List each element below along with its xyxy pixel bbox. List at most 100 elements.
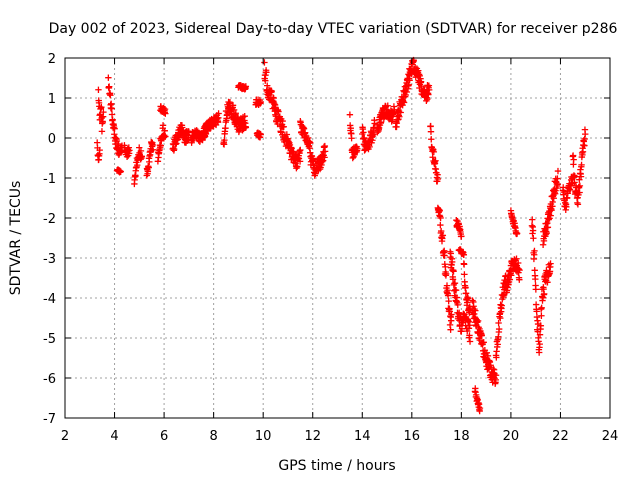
- data-point: [437, 214, 444, 222]
- data-point: [571, 173, 579, 180]
- y-tick-label: -2: [43, 212, 56, 227]
- data-point: [95, 86, 102, 93]
- data-point: [531, 247, 538, 255]
- data-point: [469, 297, 476, 304]
- x-tick-label: 22: [552, 429, 569, 444]
- data-point: [403, 88, 411, 96]
- y-tick-label: 1: [48, 92, 56, 107]
- plot-frame: [64, 57, 611, 419]
- data-points: [94, 56, 589, 415]
- data-point: [275, 108, 282, 115]
- data-point: [145, 164, 152, 171]
- data-point: [257, 98, 264, 106]
- data-point: [427, 122, 434, 130]
- x-tick-label: 6: [160, 429, 168, 444]
- data-point: [242, 124, 250, 131]
- data-point: [429, 154, 436, 161]
- data-point: [516, 266, 523, 274]
- data-point: [117, 168, 124, 175]
- data-point: [99, 118, 107, 126]
- data-point: [257, 131, 264, 138]
- chart-title: Day 002 of 2023, Sidereal Day-to-day VTE…: [49, 21, 618, 37]
- data-point: [111, 125, 118, 132]
- data-point: [554, 175, 561, 182]
- data-point: [455, 309, 463, 316]
- data-point: [436, 207, 443, 214]
- y-tick-label: 2: [48, 52, 56, 67]
- data-point: [495, 325, 503, 333]
- data-point: [539, 241, 547, 248]
- data-point: [445, 297, 452, 305]
- data-point: [221, 136, 228, 144]
- data-point: [462, 284, 469, 291]
- data-point: [264, 82, 271, 89]
- data-point: [319, 158, 326, 165]
- data-point: [424, 95, 431, 103]
- data-point: [405, 81, 412, 89]
- data-point: [100, 108, 107, 116]
- data-point: [560, 188, 567, 196]
- data-point: [439, 232, 447, 239]
- data-point: [538, 312, 545, 319]
- data-point: [540, 290, 548, 298]
- data-point: [547, 212, 554, 219]
- data-point: [475, 401, 483, 408]
- data-point: [550, 195, 557, 202]
- data-point: [321, 154, 328, 161]
- data-point: [539, 294, 547, 301]
- data-point: [427, 128, 435, 135]
- data-point: [514, 259, 522, 267]
- data-point: [449, 276, 457, 283]
- data-point: [318, 161, 325, 169]
- data-point: [533, 308, 540, 315]
- data-point: [444, 292, 452, 299]
- data-point: [263, 69, 270, 76]
- data-point: [137, 147, 145, 155]
- data-point: [416, 72, 423, 80]
- data-point: [544, 279, 551, 286]
- data-point: [307, 139, 314, 147]
- x-tick-label: 24: [602, 429, 619, 444]
- data-point: [437, 227, 445, 235]
- data-point: [294, 163, 301, 170]
- data-point: [400, 99, 408, 106]
- data-point: [554, 181, 561, 188]
- data-point: [450, 268, 457, 275]
- data-point: [366, 143, 373, 151]
- x-tick-label: 12: [304, 429, 321, 444]
- data-point: [375, 124, 383, 132]
- data-point: [508, 272, 515, 279]
- x-tick-label: 10: [255, 429, 272, 444]
- data-point: [465, 325, 473, 332]
- data-point: [465, 318, 472, 325]
- data-point: [454, 301, 461, 309]
- data-point: [149, 146, 157, 153]
- data-point: [241, 112, 248, 120]
- data-point: [478, 332, 485, 339]
- data-point: [232, 110, 240, 117]
- y-tick-label: 0: [48, 132, 56, 147]
- data-point: [105, 74, 112, 81]
- y-tick-label: -7: [43, 412, 56, 427]
- data-point: [486, 358, 494, 366]
- data-point: [161, 127, 168, 134]
- data-point: [402, 91, 409, 99]
- data-point: [464, 295, 472, 302]
- data-point: [230, 106, 238, 114]
- data-point: [292, 151, 300, 158]
- data-point: [288, 145, 295, 152]
- data-point: [354, 145, 361, 152]
- data-point: [170, 145, 178, 153]
- data-point: [262, 77, 269, 84]
- data-point: [537, 322, 545, 329]
- data-point: [472, 307, 479, 314]
- data-point: [432, 157, 439, 164]
- data-point: [384, 102, 391, 109]
- data-point: [107, 92, 114, 99]
- data-point: [126, 147, 133, 154]
- data-point: [544, 224, 552, 231]
- data-point: [447, 250, 454, 257]
- x-tick-label: 16: [404, 429, 421, 444]
- data-point: [447, 326, 454, 333]
